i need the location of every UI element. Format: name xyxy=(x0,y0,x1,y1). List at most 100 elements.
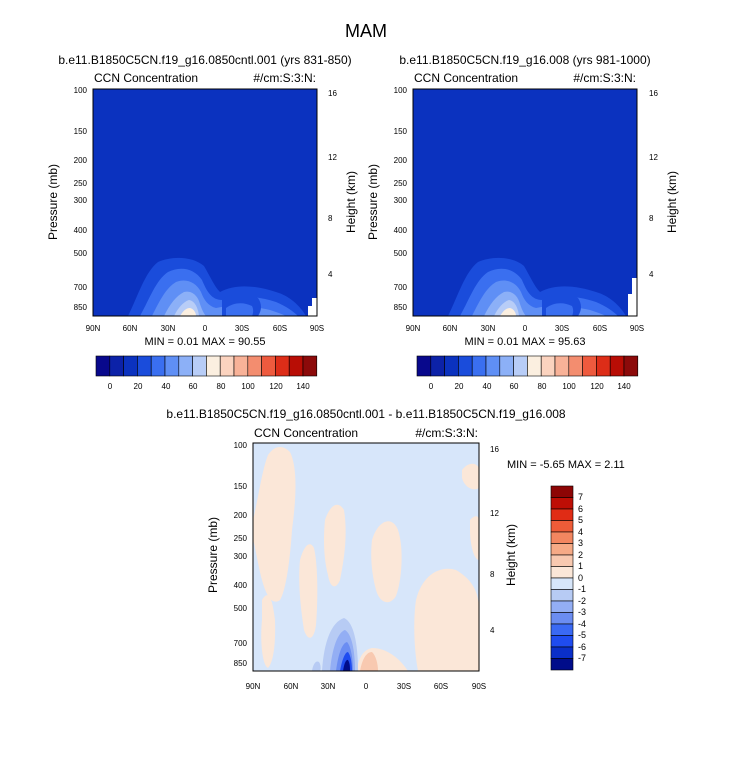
h-tick: 4 xyxy=(649,270,654,279)
colorbar-swatch xyxy=(444,355,459,377)
colorbar-swatch xyxy=(206,355,221,377)
positive-region-center xyxy=(371,521,402,603)
h-tick: 8 xyxy=(328,214,333,223)
x-tick: 0 xyxy=(364,682,369,691)
colorbar-swatch xyxy=(150,355,166,377)
x-tick: 60S xyxy=(593,324,607,333)
missing-data-right-2 xyxy=(628,294,632,316)
colorbar-swatch xyxy=(430,355,445,377)
colorbar-swatch xyxy=(550,566,574,579)
colorbar-swatch xyxy=(568,355,583,377)
p-tick: 850 xyxy=(74,303,88,312)
missing-data-right xyxy=(312,298,317,316)
p-tick: 100 xyxy=(234,441,248,450)
cbar-label: 120 xyxy=(590,382,604,391)
p-tick: 200 xyxy=(394,156,408,165)
colorbar-swatch xyxy=(302,355,318,377)
x-tick: 90N xyxy=(86,324,101,333)
positive-region-top-right xyxy=(462,463,479,490)
x-tick: 60S xyxy=(273,324,287,333)
x-tick: 0 xyxy=(203,324,208,333)
panel-test-stats: MIN = 0.01 MAX = 95.63 xyxy=(464,336,585,348)
panel-difference-left-label: CCN Concentration xyxy=(254,426,358,440)
contour-level-30-right xyxy=(546,303,574,316)
x-tick: 60N xyxy=(123,324,138,333)
panel-control-colorbar xyxy=(95,355,318,377)
x-tick: 30N xyxy=(161,324,176,333)
x-tick: 30N xyxy=(481,324,496,333)
p-tick: 250 xyxy=(74,179,88,188)
contour-level-70 xyxy=(500,308,516,316)
cbar-label: 20 xyxy=(134,382,143,391)
x-tick: 60S xyxy=(434,682,448,691)
cbar-label: 4 xyxy=(578,527,583,537)
colorbar-swatch xyxy=(109,355,124,377)
colorbar-swatch xyxy=(550,497,574,510)
positive-region-upper xyxy=(324,504,346,587)
panel-difference: b.e11.B1850C5CN.f19_g16.0850cntl.001 - b… xyxy=(166,407,624,691)
panel-test-colorbar xyxy=(416,355,639,377)
panel-test-field xyxy=(413,89,637,316)
cbar-label: -5 xyxy=(578,630,586,640)
colorbar-swatch xyxy=(178,355,193,377)
p-tick: 400 xyxy=(394,226,408,235)
p-tick: 500 xyxy=(394,249,408,258)
p-tick: 850 xyxy=(234,659,248,668)
panel-difference-ylabel-right: Height (km) xyxy=(504,524,518,586)
panel-difference-frame xyxy=(252,442,480,672)
panel-control-frame xyxy=(92,88,318,317)
cbar-label: 3 xyxy=(578,538,583,548)
p-tick: 500 xyxy=(74,249,88,258)
h-tick: 16 xyxy=(490,445,499,454)
p-tick: 250 xyxy=(394,179,408,188)
cbar-label: 0 xyxy=(108,382,113,391)
cbar-label: 100 xyxy=(241,382,255,391)
colorbar-swatch xyxy=(540,355,556,377)
x-tick: 90S xyxy=(630,324,644,333)
cbar-label: 5 xyxy=(578,515,583,525)
cbar-label: 60 xyxy=(510,382,519,391)
p-tick: 150 xyxy=(234,482,248,491)
panel-difference-stats: MIN = -5.65 MAX = 2.11 xyxy=(507,459,625,471)
panel-test-left-label: CCN Concentration xyxy=(414,71,518,85)
missing-data-right-2 xyxy=(308,306,312,316)
panel-control-title: b.e11.B1850C5CN.f19_g16.0850cntl.001 (yr… xyxy=(58,53,351,67)
x-tick: 0 xyxy=(523,324,528,333)
negative-region-small xyxy=(312,661,321,671)
p-tick: 200 xyxy=(234,511,248,520)
p-tick: 150 xyxy=(394,127,408,136)
positive-region-north xyxy=(253,446,296,602)
p-tick: 500 xyxy=(234,604,248,613)
cbar-label: 0 xyxy=(578,573,583,583)
colorbar-swatch xyxy=(458,355,473,377)
colorbar-swatch xyxy=(123,355,138,377)
p-tick: 700 xyxy=(234,639,248,648)
missing-data-right xyxy=(632,278,637,316)
colorbar-swatch xyxy=(623,355,639,377)
p-tick: 250 xyxy=(234,534,248,543)
colorbar-swatch xyxy=(261,355,276,377)
p-tick: 300 xyxy=(234,552,248,561)
p-tick: 300 xyxy=(394,196,408,205)
panel-control-ylabel: Pressure (mb) xyxy=(46,164,60,240)
colorbar-swatch xyxy=(550,635,574,648)
colorbar-swatch xyxy=(527,355,542,377)
x-tick: 30S xyxy=(555,324,569,333)
cbar-label: 40 xyxy=(483,382,492,391)
colorbar-swatch xyxy=(137,355,152,377)
h-tick: 16 xyxy=(328,89,337,98)
cbar-label: 120 xyxy=(269,382,283,391)
colorbar-swatch xyxy=(609,355,625,377)
x-tick: 90S xyxy=(310,324,324,333)
panel-test-title: b.e11.B1850C5CN.f19_g16.008 (yrs 981-100… xyxy=(399,53,650,67)
h-tick: 12 xyxy=(490,509,499,518)
cbar-label: 1 xyxy=(578,561,583,571)
cbar-label: 20 xyxy=(455,382,464,391)
panel-difference-title: b.e11.B1850C5CN.f19_g16.0850cntl.001 - b… xyxy=(166,407,566,421)
panel-control: b.e11.B1850C5CN.f19_g16.0850cntl.001 (yr… xyxy=(46,53,358,391)
panel-control-stats: MIN = 0.01 MAX = 90.55 xyxy=(144,336,265,348)
cbar-label: -2 xyxy=(578,596,586,606)
contour-level-70 xyxy=(180,308,196,316)
colorbar-swatch xyxy=(550,600,574,613)
